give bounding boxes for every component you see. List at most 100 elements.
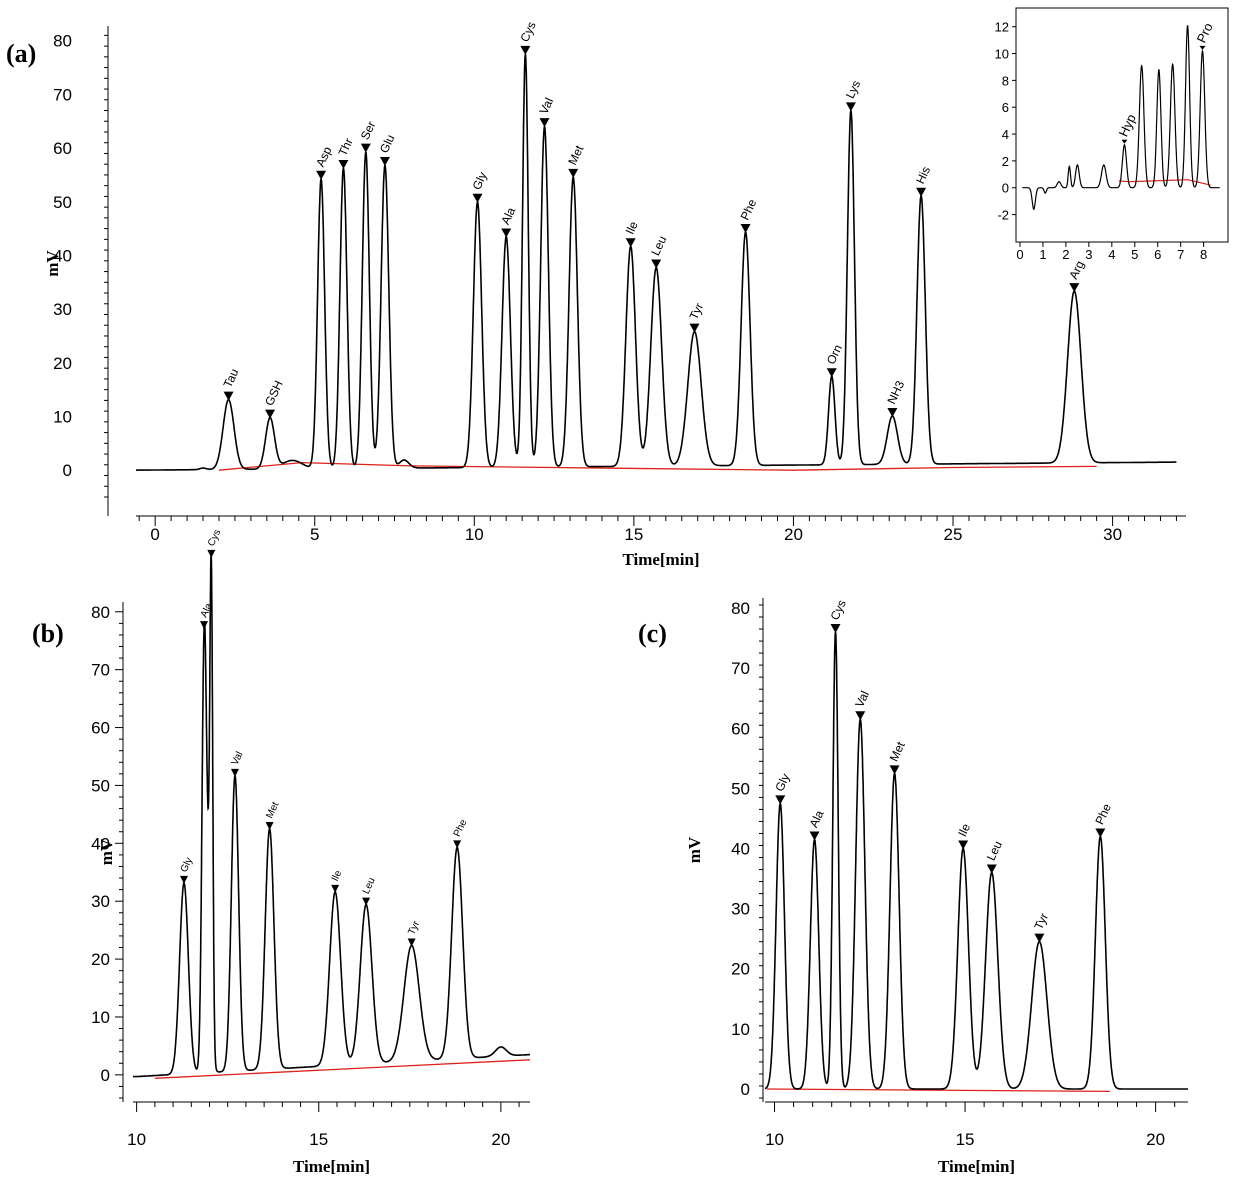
- peak-label: Met: [264, 800, 281, 820]
- peak-marker: [775, 795, 786, 805]
- x-tick-label: 5: [310, 525, 319, 544]
- peak-marker: [539, 118, 550, 128]
- y-tick-label: 70: [53, 85, 72, 104]
- y-tick-label: 40: [91, 834, 110, 853]
- inset-y-tick-label: -2: [997, 208, 1009, 223]
- y-tick-label: 40: [53, 246, 72, 265]
- inset-x-tick-label: 3: [1085, 247, 1092, 262]
- y-tick-label: 50: [53, 193, 72, 212]
- peak-marker: [379, 156, 390, 166]
- peak-marker: [826, 368, 837, 378]
- peak-label: Ser: [358, 119, 379, 142]
- peak-label: Leu: [984, 839, 1005, 863]
- peak-marker: [986, 864, 997, 874]
- inset-y-tick-label: 12: [995, 20, 1009, 35]
- peak-marker: [407, 938, 416, 947]
- x-tick-label: 30: [1103, 525, 1122, 544]
- x-tick-label: 15: [624, 525, 643, 544]
- inset-x-tick-label: 8: [1200, 247, 1207, 262]
- y-tick-label: 20: [53, 354, 72, 373]
- x-tick-label: 25: [944, 525, 963, 544]
- inset-frame: [1015, 7, 1229, 243]
- peak-marker: [207, 549, 216, 558]
- y-tick-label: 80: [91, 603, 110, 622]
- peak-label: Phe: [738, 197, 760, 223]
- y-tick-label: 0: [741, 1080, 750, 1099]
- inset-x-tick-label: 7: [1177, 247, 1184, 262]
- inset-x-tick-label: 5: [1131, 247, 1138, 262]
- peak-label: Cys: [517, 19, 538, 44]
- y-tick-label: 80: [731, 599, 750, 618]
- peak-marker: [1095, 828, 1106, 838]
- peak-label: Orn: [824, 342, 845, 366]
- peak-marker: [809, 831, 820, 841]
- panel-label: (c): [638, 619, 667, 648]
- inset-y-tick-label: 0: [1002, 181, 1009, 196]
- chart-panel-c: (c) 0 10 20 30 40 50 60 70 80 mV 10 15 20 Time[min] Gly…: [638, 598, 1188, 1176]
- inset-peak-marker: [1199, 45, 1206, 50]
- chromatogram-series: [764, 631, 1188, 1090]
- peak-marker: [916, 187, 927, 197]
- peak-label: Thr: [335, 136, 355, 158]
- peak-marker: [625, 238, 636, 248]
- y-tick-label: 30: [53, 300, 72, 319]
- y-tick-label: 70: [91, 661, 110, 680]
- y-tick-label: 0: [101, 1066, 110, 1085]
- baseline-series: [154, 1059, 531, 1079]
- peak-marker: [360, 143, 371, 153]
- peak-label: Ala: [807, 808, 827, 830]
- y-tick-label: 10: [53, 407, 72, 426]
- peak-label: Cys: [206, 528, 223, 548]
- baseline-series: [766, 1088, 1110, 1093]
- peak-marker: [520, 45, 531, 55]
- y-tick-label: 30: [91, 892, 110, 911]
- peak-label: Gly: [179, 856, 195, 874]
- peak-marker: [200, 621, 209, 630]
- x-tick-label: 0: [150, 525, 159, 544]
- panel-label: (a): [6, 39, 36, 68]
- y-tick-label: 40: [731, 839, 750, 858]
- peak-marker: [568, 168, 579, 178]
- peak-marker: [855, 711, 866, 721]
- peak-label: Ile: [955, 821, 973, 839]
- inset-x-tick-label: 2: [1062, 247, 1069, 262]
- peak-label: Met: [887, 739, 908, 764]
- peak-label: Val: [537, 96, 557, 117]
- y-tick-label: 60: [731, 719, 750, 738]
- y-tick-label: 20: [731, 960, 750, 979]
- y-tick-label: 80: [53, 32, 72, 51]
- x-tick-label: 20: [1146, 1130, 1165, 1149]
- peak-marker: [230, 768, 239, 777]
- peak-marker: [689, 323, 700, 333]
- inset-y-tick-label: 2: [1002, 154, 1009, 169]
- peak-label: Tyr: [687, 301, 707, 322]
- peak-marker: [501, 228, 512, 238]
- peak-marker: [265, 821, 274, 830]
- peak-label: Tau: [221, 366, 242, 389]
- y-axis-label: mV: [43, 250, 62, 277]
- peak-marker: [338, 159, 349, 169]
- inset-y-tick-label: 10: [995, 47, 1009, 62]
- peak-label: Met: [565, 143, 586, 168]
- peak-marker: [889, 765, 900, 775]
- y-tick-label: 70: [731, 659, 750, 678]
- inset-baseline: [1118, 179, 1211, 186]
- y-tick-label: 10: [731, 1020, 750, 1039]
- peak-label: Tyr: [406, 919, 422, 937]
- peak-marker: [223, 391, 234, 401]
- peak-marker: [331, 884, 340, 893]
- peak-label: Val: [852, 689, 872, 710]
- x-axis-label: Time[min]: [293, 1157, 370, 1176]
- peak-marker: [472, 193, 483, 203]
- inset-x-tick-label: 1: [1039, 247, 1046, 262]
- peak-marker: [265, 409, 276, 419]
- x-tick-label: 15: [956, 1130, 975, 1149]
- peak-label: Gly: [772, 771, 792, 793]
- peak-label: Glu: [377, 132, 398, 155]
- peak-label: GSH: [262, 378, 286, 407]
- baseline-series: [218, 461, 1097, 471]
- peak-label: Asp: [313, 144, 335, 169]
